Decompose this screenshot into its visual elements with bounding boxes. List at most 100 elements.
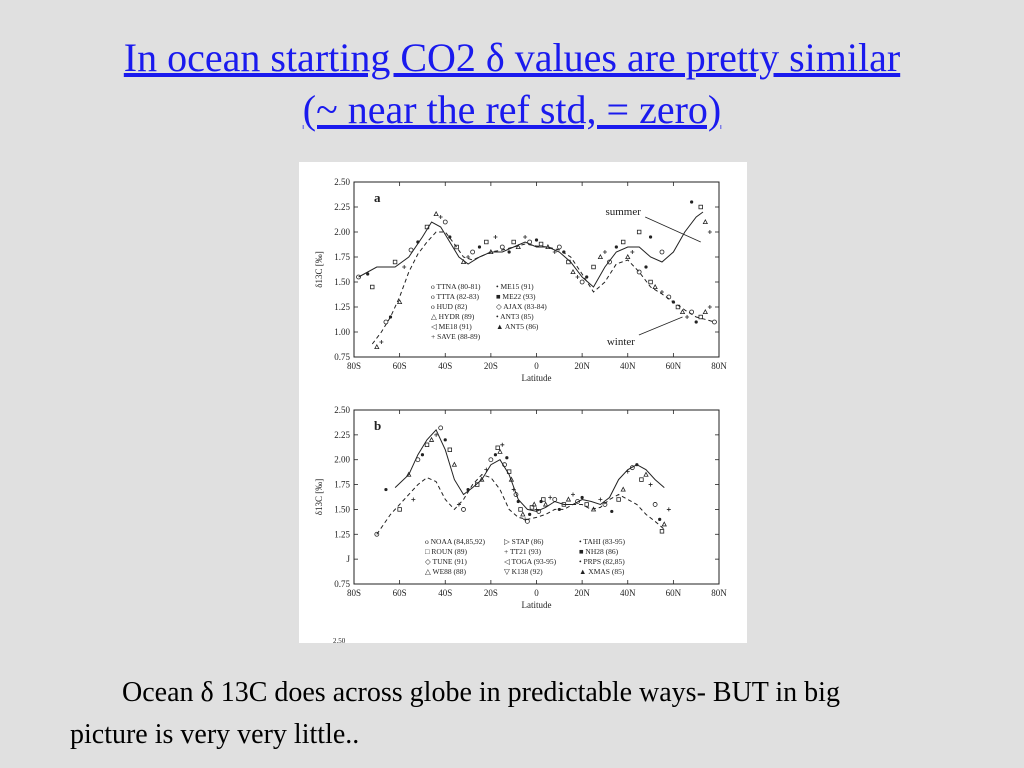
figure-svg: 80S 60S 40S 20S 0 20N 40N 60N 80N 2.50 2.25 2.00 1.7… [314,177,727,643]
data-point [712,319,717,325]
data-point [513,492,519,497]
data-point [507,250,511,254]
data-point [477,245,482,249]
legend-entry: ◇ TUNE (91) [425,557,467,566]
data-point [451,461,458,467]
dashed-curve [376,474,665,535]
data-point [420,453,425,457]
data-point [454,244,459,250]
data-point [428,436,435,442]
x-tick-label: 40S [438,588,452,598]
data-point [497,448,503,454]
x-tick-label: 40S [438,361,452,371]
x-tick-label: 60N [666,361,682,371]
chart-panel-b: 80S 60S 40S 20S 0 20N 40N 60N 80N 2.50 2.25 2.00 1.7… [314,405,727,610]
data-point [694,320,698,324]
data-point [516,499,520,504]
data-point [484,467,489,472]
x-axis-label: Latitude [522,373,552,383]
data-point [424,224,430,230]
x-tick-label: 60N [666,588,682,598]
legend-entry: □ ROUN (89) [425,547,468,556]
figure-panel: 80S 60S 40S 20S 0 20N 40N 60N 80N 2.50 2.25 2.00 1.7… [299,162,747,643]
x-tick-label: 0 [534,588,539,598]
data-point [527,239,533,245]
x-tick-label: 0 [534,361,539,371]
data-point [447,447,453,452]
data-point [636,229,642,235]
data-point [620,239,626,245]
data-point [511,239,516,245]
data-point [524,518,530,524]
legend-entry: o TTNA (80-81) [431,282,481,291]
data-point [518,507,523,512]
x-tick-label: 20S [484,588,498,598]
data-point [552,497,558,502]
legend-entry: • ANT3 (85) [496,312,534,321]
data-point [461,507,466,512]
y-tick-label: 1.50 [334,504,350,514]
data-point [675,304,681,310]
caption-line-1: Ocean δ 13C does across globe in predict… [122,677,840,708]
data-point [602,502,608,507]
x-tick-label: 80S [347,361,361,371]
data-point [591,264,596,270]
data-point [370,284,375,290]
data-point [639,477,644,482]
y-tick-label: 2.00 [334,227,350,237]
data-point [616,497,621,502]
data-point [689,309,695,315]
y-tick-label: 1.25 [334,302,350,312]
data-point [652,283,658,289]
data-point [690,200,694,204]
x-tick-label: 20N [574,361,590,371]
legend-entry: o NOAA (84,85,92) [425,537,485,546]
data-point [548,495,553,500]
data-point [659,249,665,255]
data-point [479,476,485,482]
data-point [508,476,515,482]
data-point [502,462,507,468]
data-point [679,308,686,314]
data-point [424,442,430,447]
legend-entry: + TT21 (93) [504,547,542,556]
data-point [408,247,414,253]
legend-entry: ▷ STAP (86) [504,537,544,546]
data-point [474,482,480,487]
data-point [598,497,603,502]
legend-entry: ◁ ME18 (91) [431,322,472,331]
data-point [402,265,407,269]
data-point [374,531,380,537]
x-tick-label: 20S [484,361,498,371]
x-tick-label: 40N [620,588,636,598]
data-point [499,244,505,250]
y-tick-label: J [346,554,350,564]
y-tick-label: 0.75 [334,579,350,589]
data-point [374,343,380,349]
y-tick-label: 1.25 [334,529,350,539]
annotation-arrow-summer [645,216,701,243]
y-tick-label: 2.25 [334,430,350,440]
dashed-curve [371,231,715,345]
slide-caption: Ocean δ 13C does across globe in predict… [70,672,1010,756]
data-point [666,294,672,300]
data-point [448,235,452,239]
data-point [629,465,635,471]
data-point [520,511,526,517]
data-point [557,507,561,512]
x-axis-label: Latitude [522,600,552,610]
data-point [541,497,546,502]
data-point [620,486,626,492]
y-tick-label: 0.75 [334,352,350,362]
legend-entry: ▲ XMAS (85) [579,567,625,576]
data-point [610,509,614,514]
y-tick-label: 2.50 [334,177,350,187]
data-point [434,432,439,437]
data-point [433,210,439,216]
legend-entry: o HUD (82) [431,302,468,311]
data-point [702,308,708,314]
data-point [438,425,444,431]
data-point [562,250,566,254]
data-point [397,507,402,512]
data-point [661,521,667,527]
